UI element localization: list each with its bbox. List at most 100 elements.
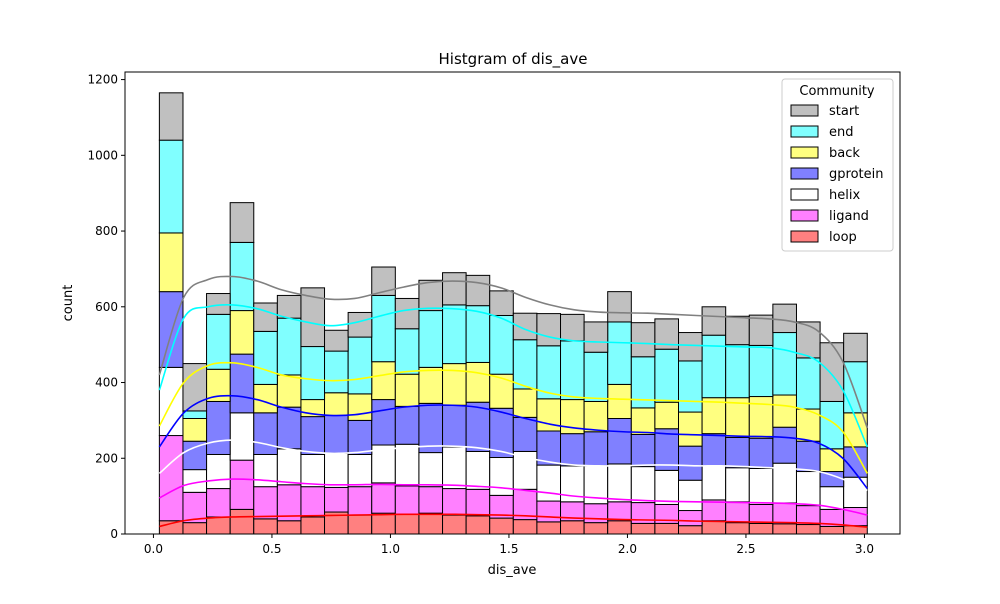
legend-label-helix: helix <box>829 188 860 203</box>
bar-loop-6 <box>300 516 326 535</box>
legend-label-ligand: ligand <box>829 209 869 224</box>
bar-ligand-8 <box>347 486 373 516</box>
chart-title: Histgram of dis_ave <box>439 50 588 69</box>
bar-end-22 <box>678 360 703 413</box>
bar-start-20 <box>630 322 656 358</box>
bar-start-26 <box>772 303 797 334</box>
bar-helix-12 <box>442 446 467 490</box>
bar-back-25 <box>748 396 774 439</box>
bar-ligand-0 <box>158 435 184 522</box>
bar-end-17 <box>560 340 585 401</box>
bar-start-0 <box>158 92 184 141</box>
bar-start-19 <box>607 291 632 323</box>
bar-helix-23 <box>701 465 727 501</box>
legend-swatch-helix <box>790 188 819 201</box>
bar-end-10 <box>394 328 420 375</box>
bar-start-4 <box>253 302 278 332</box>
legend-label-back: back <box>829 146 860 161</box>
bar-back-1 <box>182 418 208 442</box>
bar-back-4 <box>253 383 278 414</box>
bar-loop-19 <box>607 520 632 535</box>
bar-end-19 <box>607 321 632 385</box>
bar-end-9 <box>371 294 396 363</box>
bar-loop-13 <box>465 515 491 535</box>
bar-helix-2 <box>206 453 231 490</box>
legend-items: start end back gprotein helix ligand loop <box>790 104 883 245</box>
bar-end-25 <box>748 344 774 398</box>
x-tick-label: 1.5 <box>499 542 518 556</box>
bars-layer <box>158 92 868 535</box>
kde-line-loop <box>159 513 868 528</box>
bar-helix-3 <box>229 412 255 461</box>
bar-loop-8 <box>347 514 373 535</box>
bar-end-0 <box>158 139 184 234</box>
bar-end-24 <box>725 344 750 399</box>
legend-swatch-back <box>790 146 819 159</box>
legend-swatch-end <box>790 125 819 138</box>
bar-ligand-9 <box>371 482 396 514</box>
bar-start-14 <box>489 290 514 316</box>
bar-end-2 <box>206 313 231 370</box>
bar-start-15 <box>512 312 538 341</box>
bar-end-21 <box>654 348 680 403</box>
bar-helix-6 <box>300 453 326 488</box>
bar-back-20 <box>630 407 656 435</box>
bar-back-10 <box>394 373 420 407</box>
y-tick-label: 400 <box>95 376 118 390</box>
bar-gprotein-5 <box>276 406 302 450</box>
x-tick-label: 0.0 <box>144 542 163 556</box>
x-tick-label: 2.5 <box>736 542 755 556</box>
kde-line-gprotein <box>158 394 868 490</box>
bar-ligand-26 <box>772 502 797 525</box>
bar-loop-17 <box>560 520 585 535</box>
bar-end-18 <box>583 351 609 402</box>
kde-line-helix <box>158 439 868 492</box>
y-tick-label: 600 <box>95 300 118 314</box>
bar-helix-19 <box>607 463 632 503</box>
bar-end-8 <box>347 336 373 395</box>
bar-gprotein-9 <box>371 399 396 446</box>
bar-end-15 <box>512 339 538 390</box>
y-axis: 0 200 400 600 800 1000 1200 <box>87 73 125 541</box>
bar-gprotein-15 <box>512 416 538 452</box>
bar-gprotein-18 <box>583 431 609 467</box>
bar-ligand-12 <box>442 488 467 516</box>
bar-start-13 <box>465 274 491 307</box>
x-tick-label: 1.0 <box>381 542 400 556</box>
bar-back-28 <box>819 448 845 473</box>
bar-end-11 <box>418 310 444 368</box>
x-tick-label: 0.5 <box>262 542 281 556</box>
bar-back-7 <box>324 392 349 416</box>
bar-start-16 <box>536 313 562 347</box>
bar-loop-3 <box>229 508 255 535</box>
x-tick-label: 3.0 <box>855 542 874 556</box>
bar-ligand-25 <box>748 503 774 524</box>
bar-loop-4 <box>253 518 278 535</box>
bar-start-11 <box>418 279 444 312</box>
bar-loop-15 <box>512 519 538 535</box>
legend-frame <box>781 78 894 252</box>
bar-gprotein-12 <box>442 404 467 448</box>
kde-line-start <box>158 275 869 429</box>
bar-start-2 <box>206 293 231 315</box>
bar-back-9 <box>371 361 396 401</box>
bar-ligand-2 <box>206 488 231 518</box>
bar-gprotein-17 <box>560 433 585 467</box>
bar-back-21 <box>654 401 680 430</box>
y-tick-label: 800 <box>95 224 118 238</box>
bar-ligand-22 <box>678 510 703 527</box>
bar-back-22 <box>678 411 703 447</box>
bar-loop-21 <box>654 522 680 535</box>
legend-swatch-loop <box>790 230 819 243</box>
bar-helix-24 <box>725 467 750 503</box>
bar-loop-14 <box>489 517 514 535</box>
bar-ligand-4 <box>253 486 278 520</box>
bar-gprotein-19 <box>607 418 632 465</box>
bar-helix-14 <box>489 457 514 496</box>
bar-back-15 <box>512 388 538 418</box>
bar-end-1 <box>182 410 208 419</box>
bar-end-29 <box>843 361 868 414</box>
bar-start-10 <box>394 297 420 330</box>
bar-helix-8 <box>347 453 373 488</box>
bar-end-12 <box>442 304 467 365</box>
